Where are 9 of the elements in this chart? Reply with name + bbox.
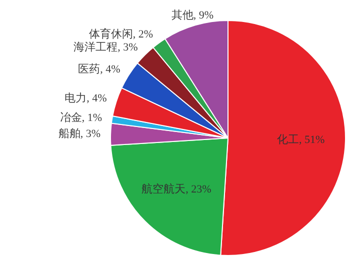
slice-label: 船舶, 3% [58, 128, 101, 140]
slice-label: 电力, 4% [64, 91, 107, 104]
slice-label: 化工, 51% [276, 134, 325, 146]
slice-label: 医药, 4% [78, 62, 120, 76]
slice-label: 冶金, 1% [60, 112, 102, 124]
slice-label: 航空航天, 23% [142, 182, 212, 196]
slice-label: 体育休闲, 2% [88, 28, 154, 41]
slice-label: 其他, 9% [171, 8, 214, 22]
slice-label: 海洋工程, 3% [74, 42, 138, 54]
